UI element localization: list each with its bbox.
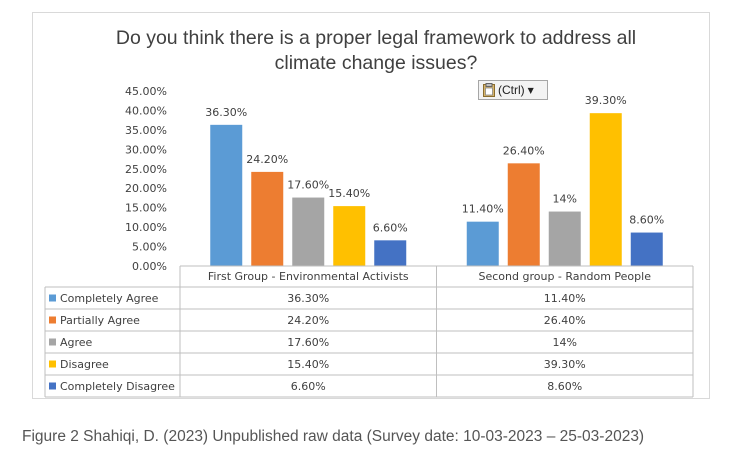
table-value: 26.40%	[544, 314, 586, 327]
chart-title: Do you think there is a proper legal fra…	[116, 27, 636, 49]
paste-options-label: (Ctrl)	[498, 83, 525, 97]
bar	[333, 206, 366, 266]
bar	[374, 240, 407, 266]
data-label: 24.20%	[246, 153, 288, 166]
data-label: 6.60%	[373, 221, 408, 234]
y-tick-label: 35.00%	[125, 124, 167, 137]
data-label: 11.40%	[462, 203, 504, 216]
chart-title: climate change issues?	[275, 52, 478, 74]
table-value: 15.40%	[287, 358, 329, 371]
bar	[251, 171, 284, 266]
bar	[292, 197, 325, 266]
figure-caption: Figure 2 Shahiqi, D. (2023) Unpublished …	[22, 428, 645, 445]
legend-key	[49, 294, 56, 302]
table-value: 17.60%	[287, 336, 329, 349]
table-value: 36.30%	[287, 292, 329, 305]
y-tick-label: 30.00%	[125, 143, 167, 156]
table-value: 11.40%	[544, 292, 586, 305]
bar	[210, 124, 243, 266]
y-tick-label: 20.00%	[125, 182, 167, 195]
y-tick-label: 5.00%	[132, 241, 167, 254]
category-label: First Group - Environmental Activists	[208, 270, 409, 283]
legend-label: Disagree	[60, 358, 109, 371]
bar	[507, 163, 540, 266]
data-label: 8.60%	[629, 214, 664, 227]
chevron-down-icon: ▼	[527, 85, 534, 95]
legend-key	[49, 316, 56, 324]
y-tick-label: 25.00%	[125, 163, 167, 176]
legend-key	[49, 382, 56, 390]
table-value: 14%	[553, 336, 577, 349]
table-value: 24.20%	[287, 314, 329, 327]
legend-label: Completely Agree	[60, 292, 159, 305]
data-label: 39.30%	[585, 94, 627, 107]
bar	[548, 211, 581, 266]
data-label: 15.40%	[328, 187, 370, 200]
table-value: 39.30%	[544, 358, 586, 371]
legend-key	[49, 338, 56, 346]
paste-options-button[interactable]: (Ctrl) ▼	[478, 80, 548, 100]
data-label: 26.40%	[503, 144, 545, 157]
clipboard-icon	[483, 83, 495, 97]
y-tick-label: 10.00%	[125, 221, 167, 234]
bar	[466, 221, 499, 266]
bar	[589, 113, 622, 267]
legend-key	[49, 360, 56, 368]
y-tick-label: 0.00%	[132, 260, 167, 273]
legend-label: Agree	[60, 336, 93, 349]
data-label: 36.30%	[205, 106, 247, 119]
bar	[630, 232, 663, 266]
legend-label: Partially Agree	[60, 314, 140, 327]
table-value: 8.60%	[547, 380, 582, 393]
legend-label: Completely Disagree	[60, 380, 175, 393]
y-tick-label: 45.00%	[125, 85, 167, 98]
category-label: Second group - Random People	[479, 270, 652, 283]
y-tick-label: 15.00%	[125, 202, 167, 215]
table-value: 6.60%	[291, 380, 326, 393]
data-label: 17.60%	[287, 179, 329, 192]
data-label: 14%	[553, 193, 577, 206]
y-tick-label: 40.00%	[125, 104, 167, 117]
